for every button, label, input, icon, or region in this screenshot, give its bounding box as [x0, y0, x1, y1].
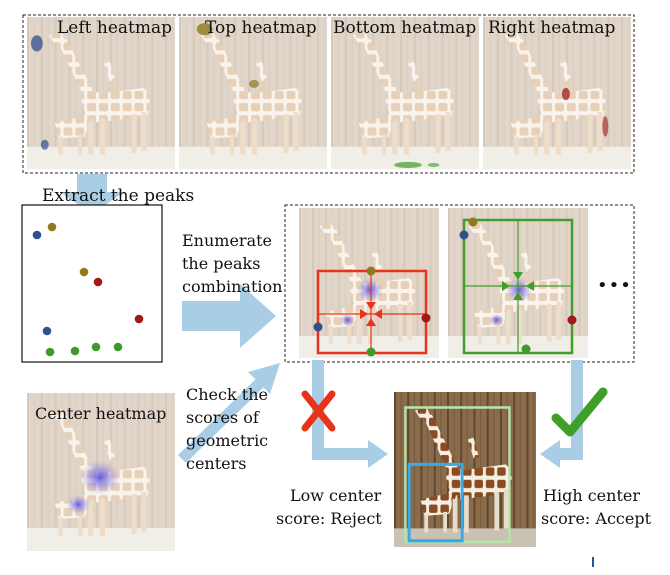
center-heatmap-image	[27, 393, 175, 551]
left-heatmap-image	[27, 17, 175, 169]
bottom-peak-dot	[45, 347, 55, 357]
bottom-peak-dot	[91, 342, 101, 352]
accept-flow-arrow	[540, 360, 583, 468]
left-peak-dot	[32, 230, 42, 240]
check-label-line3: geometric	[186, 431, 269, 450]
combination-image-1	[299, 208, 439, 358]
center-heatmap-label: Center heatmap	[35, 404, 167, 423]
top-heatmap-image	[179, 17, 327, 169]
low-score-label-line1: Low center	[290, 486, 382, 505]
reject-combination-overlay	[313, 266, 431, 357]
final-result-image	[394, 392, 536, 547]
bottom-peak-dot	[70, 346, 80, 356]
accept-check-icon	[551, 387, 608, 437]
left-heatmap-label: Left heatmap	[57, 18, 172, 38]
low-score-label-line2: score: Reject	[276, 509, 382, 528]
right-heatmap-label: Right heatmap	[488, 18, 616, 38]
top-peak-dot	[47, 222, 57, 232]
check-label-line1: Check the	[186, 385, 268, 404]
top-heatmap-label: Top heatmap	[205, 18, 317, 38]
enumerate-label-line1: Enumerate	[182, 231, 273, 250]
check-label-line2: scores of	[186, 408, 259, 427]
more-combinations-ellipsis: •••	[597, 275, 632, 296]
right-peak-dot	[93, 277, 103, 287]
right-heatmap-image	[483, 17, 631, 169]
accept-combination-overlay	[459, 217, 577, 355]
right-peak-dot	[134, 314, 144, 324]
combination-image-2	[448, 208, 588, 358]
high-score-label-line2: score: Accept	[541, 509, 652, 528]
enumerate-label-line2: the peaks	[182, 254, 261, 273]
check-label-line4: centers	[186, 454, 247, 473]
extract-peaks-label: Extract the peaks	[42, 186, 195, 206]
bottom-heatmap-image	[331, 17, 479, 169]
check-arrow	[178, 363, 280, 463]
enumerate-arrow	[182, 284, 276, 348]
extract-arrow	[60, 174, 124, 214]
left-peak-dot	[42, 326, 52, 336]
peaks-dots	[32, 222, 144, 357]
enumerate-label-line3: combination	[182, 277, 283, 296]
peaks-box	[21, 204, 163, 363]
top-peak-dot	[79, 267, 89, 277]
bottom-peak-dot	[113, 342, 123, 352]
reject-cross-icon	[301, 390, 336, 432]
combinations-panel	[284, 204, 635, 363]
bottom-heatmap-label: Bottom heatmap	[333, 18, 477, 38]
heatmaps-panel	[22, 14, 635, 174]
high-score-label-line1: High center	[543, 486, 640, 505]
